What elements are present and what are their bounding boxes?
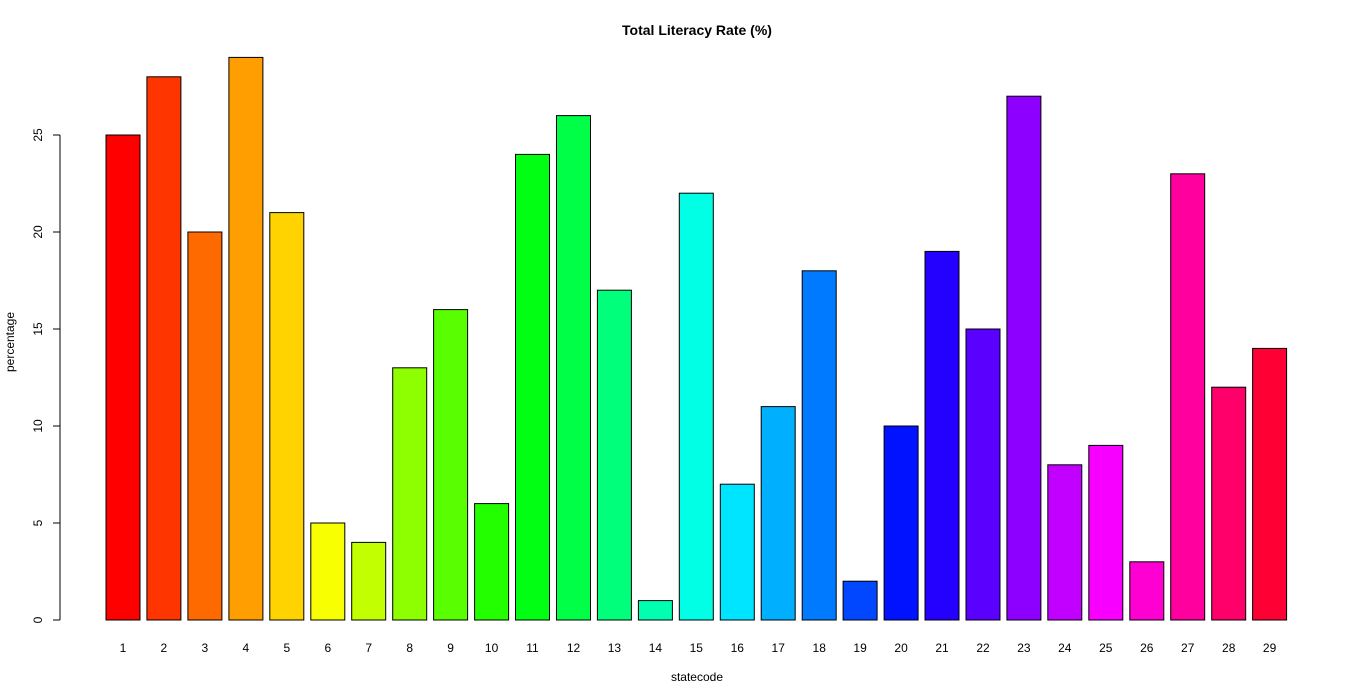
bar-13 (596, 289, 632, 621)
x-tick-label: 4 (243, 641, 250, 655)
bars-group (105, 56, 1288, 621)
bar-6 (310, 522, 346, 621)
x-tick-label: 5 (283, 641, 290, 655)
x-tick-label: 28 (1222, 641, 1236, 655)
bar-16 (719, 483, 755, 621)
x-tick-label: 24 (1058, 641, 1072, 655)
x-tick-label: 6 (324, 641, 331, 655)
bar-28 (1211, 386, 1247, 621)
x-tick-label: 15 (690, 641, 704, 655)
bar-27 (1170, 173, 1206, 621)
x-tick-label: 2 (161, 641, 168, 655)
bar-20 (883, 425, 919, 621)
x-tick-label: 9 (447, 641, 454, 655)
x-tick-label: 11 (526, 641, 539, 655)
y-axis-label: percentage (3, 312, 17, 372)
x-tick-label: 21 (935, 641, 949, 655)
bar-18 (801, 270, 837, 621)
y-tick-label: 15 (31, 322, 45, 336)
bar-21 (924, 250, 960, 621)
bar-10 (474, 503, 510, 621)
x-tick-label: 3 (202, 641, 209, 655)
bar-11 (515, 153, 550, 621)
y-tick-label: 5 (31, 519, 45, 526)
x-tick-label: 25 (1099, 641, 1113, 655)
x-tick-label: 22 (976, 641, 990, 655)
y-tick-label: 25 (31, 128, 45, 142)
bar-19 (842, 580, 878, 621)
y-tick-label: 0 (31, 616, 45, 623)
bar-7 (351, 541, 387, 621)
bar-17 (760, 406, 796, 621)
x-tick-label: 27 (1181, 641, 1195, 655)
x-tick-label: 14 (649, 641, 663, 655)
bar-25 (1088, 444, 1124, 621)
x-tick-label: 12 (567, 641, 581, 655)
y-axis: 0 5 10 15 20 25 (31, 128, 61, 623)
bar-12 (556, 115, 591, 621)
x-tick-label: 29 (1263, 641, 1277, 655)
bar-9 (433, 309, 469, 621)
x-tick-label: 10 (485, 641, 499, 655)
x-tick-label: 13 (608, 641, 622, 655)
x-tick-label: 20 (894, 641, 908, 655)
x-tick-label: 23 (1017, 641, 1031, 655)
x-tick-label: 1 (120, 641, 127, 655)
x-tick-labels: 1 2 3 4 5 6 7 8 9 10 11 12 13 14 15 16 17 18 19 20 21 22 23 24 2… (120, 641, 1277, 655)
y-tick-label: 10 (31, 419, 45, 433)
x-axis-label: statecode (671, 670, 723, 684)
bar-1 (105, 134, 141, 621)
chart-title: Total Literacy Rate (%) (622, 22, 772, 38)
bar-8 (392, 367, 428, 621)
x-tick-label: 17 (772, 641, 786, 655)
bar-14 (637, 600, 673, 621)
bar-5 (269, 212, 305, 621)
x-tick-label: 19 (853, 641, 867, 655)
x-tick-label: 7 (365, 641, 372, 655)
bar-15 (678, 192, 714, 621)
bar-24 (1047, 464, 1083, 621)
x-tick-label: 16 (731, 641, 745, 655)
bar-3 (187, 231, 223, 621)
x-tick-label: 18 (813, 641, 827, 655)
bar-2 (146, 76, 182, 621)
bar-4 (228, 56, 264, 621)
y-tick-label: 20 (31, 225, 45, 239)
bar-22 (965, 328, 1001, 621)
bar-26 (1129, 561, 1165, 621)
x-tick-label: 8 (406, 641, 413, 655)
bar-29 (1252, 347, 1288, 621)
bar-23 (1006, 95, 1042, 621)
x-tick-label: 26 (1140, 641, 1154, 655)
